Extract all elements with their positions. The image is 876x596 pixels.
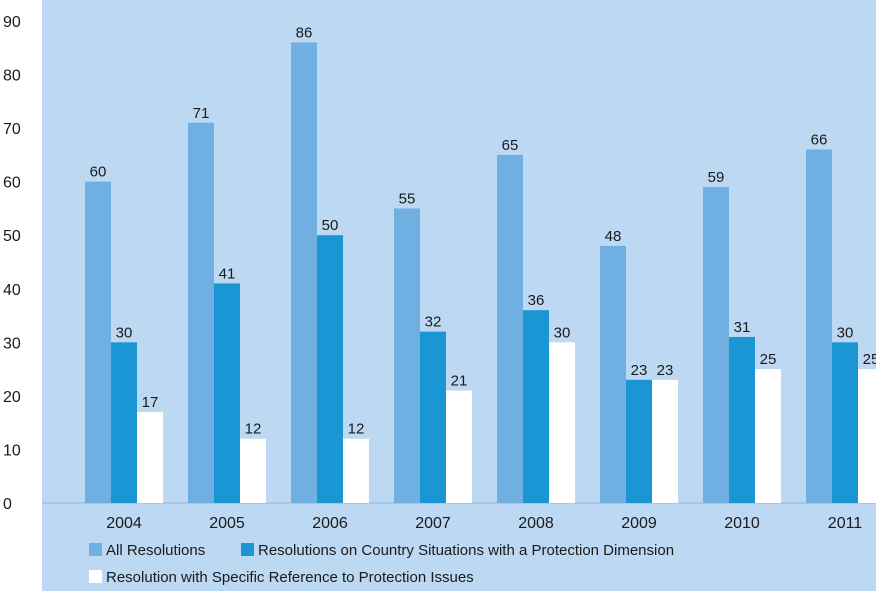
- data-label-country-situations-2008: 36: [528, 292, 545, 309]
- bar-all-resolutions-2011: [806, 149, 832, 504]
- bar-country-situations-2007: [420, 331, 446, 503]
- bar-all-resolutions-2007: [394, 208, 420, 503]
- bar-specific-reference-2009: [652, 379, 678, 503]
- data-label-specific-reference-2007: 21: [451, 373, 468, 390]
- bar-country-situations-2009: [626, 379, 652, 503]
- bar-specific-reference-2006: [343, 438, 369, 503]
- legend-swatch-country-situations: [241, 543, 254, 556]
- y-tick-label-30: 30: [3, 335, 21, 352]
- x-tick-label-2011: 2011: [828, 515, 863, 532]
- data-label-specific-reference-2009: 23: [657, 362, 674, 379]
- data-label-all-resolutions-2008: 65: [502, 137, 519, 154]
- bar-all-resolutions-2008: [497, 154, 523, 503]
- y-tick-label-50: 50: [3, 228, 21, 245]
- bar-country-situations-2004: [111, 342, 137, 503]
- legend-label-specific-reference: Resolution with Specific Reference to Pr…: [106, 569, 474, 586]
- legend-swatch-specific-reference: [89, 570, 102, 583]
- x-tick-label-2004: 2004: [106, 515, 142, 532]
- x-tick-label-2006: 2006: [312, 515, 348, 532]
- bar-specific-reference-2004: [137, 411, 163, 503]
- bar-country-situations-2011: [832, 342, 858, 503]
- data-label-specific-reference-2005: 12: [245, 421, 262, 438]
- y-tick-label-10: 10: [3, 442, 21, 459]
- data-label-country-situations-2005: 41: [219, 265, 236, 282]
- x-tick-label-2007: 2007: [415, 515, 451, 532]
- x-axis-ticks: 2004 2005 2006 2007 2008 2009 2010 2011: [106, 515, 862, 532]
- data-label-all-resolutions-2005: 71: [193, 105, 210, 122]
- bars-group: [85, 42, 876, 504]
- bar-country-situations-2008: [523, 310, 549, 503]
- y-tick-label-80: 80: [3, 68, 21, 85]
- y-axis-ticks: 0 10 20 30 40 50 60 70 80 90: [3, 14, 21, 513]
- data-label-country-situations-2006: 50: [322, 217, 339, 234]
- data-label-specific-reference-2006: 12: [348, 421, 365, 438]
- bar-country-situations-2010: [729, 336, 755, 503]
- data-label-all-resolutions-2006: 86: [296, 24, 313, 41]
- bar-country-situations-2005: [214, 283, 240, 503]
- x-tick-label-2010: 2010: [724, 515, 760, 532]
- legend: All Resolutions Resolutions on Country S…: [89, 542, 674, 586]
- y-tick-label-90: 90: [3, 14, 21, 31]
- y-tick-label-20: 20: [3, 389, 21, 406]
- bar-all-resolutions-2005: [188, 122, 214, 503]
- data-label-all-resolutions-2004: 60: [90, 164, 107, 181]
- legend-swatch-all-resolutions: [89, 543, 102, 556]
- x-tick-label-2008: 2008: [518, 515, 554, 532]
- y-tick-label-0: 0: [3, 496, 12, 513]
- bar-specific-reference-2005: [240, 438, 266, 503]
- bar-specific-reference-2011: [858, 369, 876, 503]
- bar-specific-reference-2008: [549, 342, 575, 503]
- bar-country-situations-2006: [317, 235, 343, 503]
- data-label-specific-reference-2004: 17: [142, 394, 159, 411]
- x-tick-label-2009: 2009: [621, 515, 657, 532]
- y-tick-label-70: 70: [3, 121, 21, 138]
- bar-all-resolutions-2009: [600, 245, 626, 503]
- data-label-all-resolutions-2011: 66: [811, 132, 828, 149]
- bar-specific-reference-2007: [446, 390, 472, 503]
- data-labels-group: 60 30 17 71 41 12 86 50 12 55 32 21 65 36 30 48 23 23 59 31…: [90, 24, 876, 437]
- bar-specific-reference-2010: [755, 369, 781, 503]
- data-label-all-resolutions-2007: 55: [399, 190, 416, 207]
- data-label-all-resolutions-2010: 59: [708, 169, 725, 186]
- data-label-specific-reference-2008: 30: [554, 324, 571, 341]
- data-label-country-situations-2011: 30: [837, 324, 854, 341]
- data-label-country-situations-2007: 32: [425, 314, 442, 331]
- data-label-country-situations-2004: 30: [116, 324, 133, 341]
- y-tick-label-60: 60: [3, 175, 21, 192]
- data-label-specific-reference-2011: 25: [863, 351, 876, 368]
- legend-label-country-situations: Resolutions on Country Situations with a…: [258, 542, 674, 559]
- y-tick-label-40: 40: [3, 282, 21, 299]
- data-label-country-situations-2009: 23: [631, 362, 648, 379]
- bar-all-resolutions-2004: [85, 181, 111, 503]
- legend-label-all-resolutions: All Resolutions: [106, 542, 205, 559]
- data-label-specific-reference-2010: 25: [760, 351, 777, 368]
- data-label-country-situations-2010: 31: [734, 319, 751, 336]
- data-label-all-resolutions-2009: 48: [605, 228, 622, 245]
- bar-all-resolutions-2010: [703, 187, 729, 503]
- x-tick-label-2005: 2005: [209, 515, 245, 532]
- bar-all-resolutions-2006: [291, 42, 317, 504]
